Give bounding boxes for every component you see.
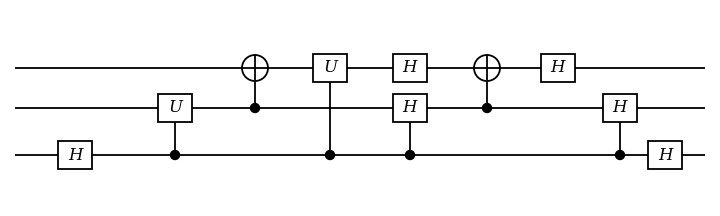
Ellipse shape <box>242 55 268 81</box>
Bar <box>648 141 682 169</box>
Text: H: H <box>402 100 418 116</box>
Circle shape <box>405 151 415 159</box>
Bar <box>541 54 575 82</box>
Text: H: H <box>68 146 82 164</box>
Circle shape <box>251 103 259 113</box>
Ellipse shape <box>474 55 500 81</box>
Circle shape <box>616 151 624 159</box>
Circle shape <box>482 103 492 113</box>
Bar <box>158 94 192 122</box>
Text: H: H <box>551 59 565 76</box>
Circle shape <box>325 151 335 159</box>
Text: U: U <box>323 59 337 76</box>
Bar <box>603 94 637 122</box>
Circle shape <box>171 151 179 159</box>
Bar <box>313 54 347 82</box>
Text: H: H <box>613 100 627 116</box>
Text: H: H <box>658 146 672 164</box>
Bar <box>393 54 427 82</box>
Text: U: U <box>168 100 182 116</box>
Text: H: H <box>402 59 418 76</box>
Bar <box>58 141 92 169</box>
Bar <box>393 94 427 122</box>
